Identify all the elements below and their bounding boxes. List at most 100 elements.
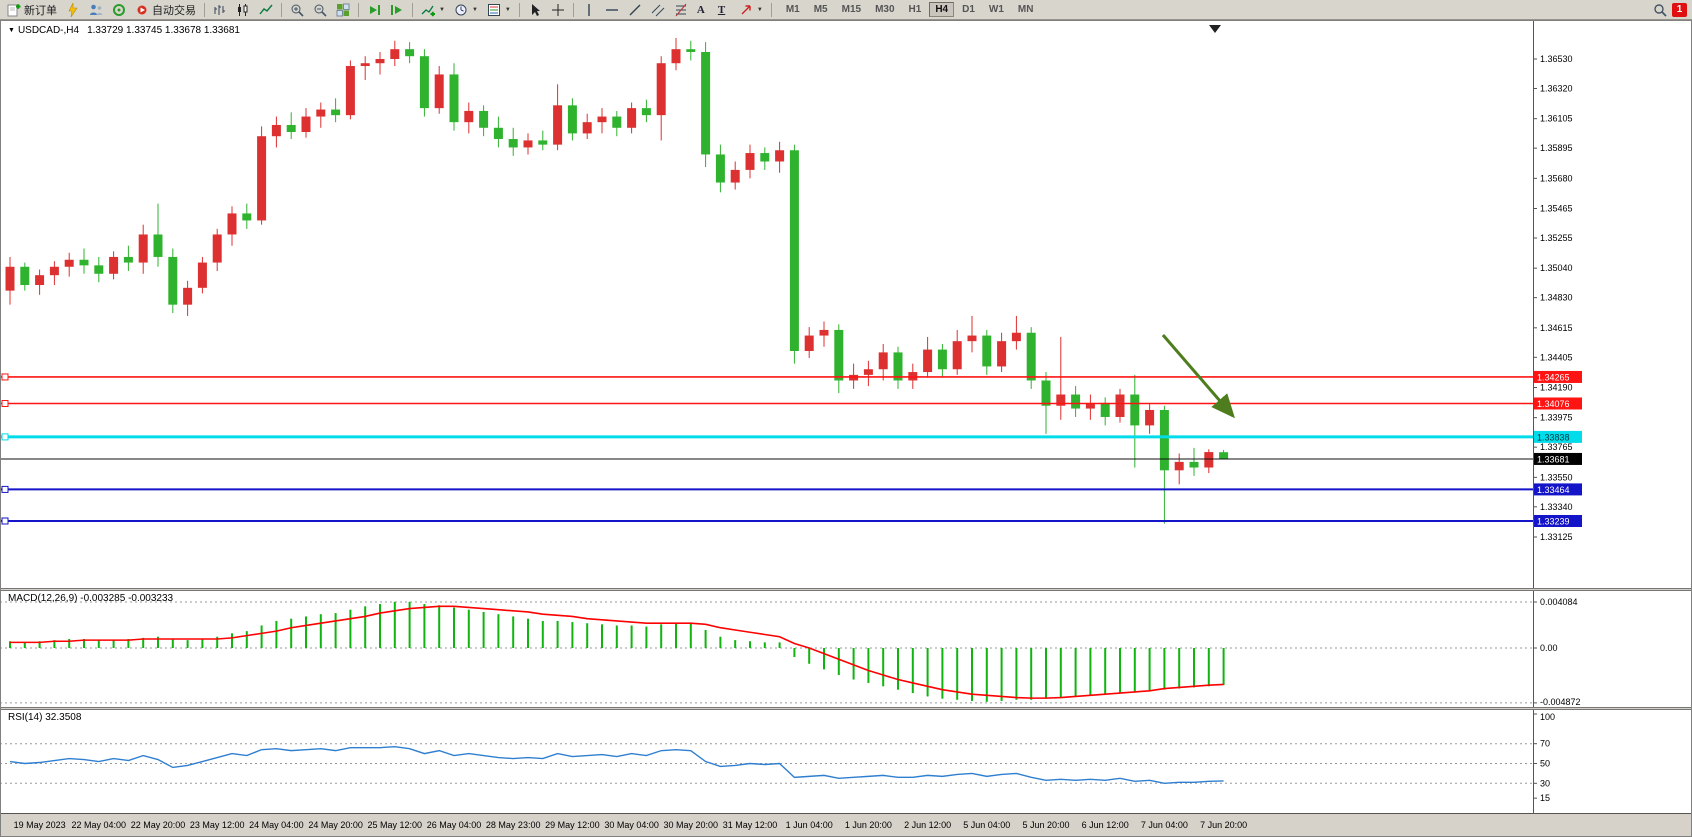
candle-down <box>1130 374 1140 468</box>
macd-panel[interactable]: 0.004084 0.00 -0.004872 <box>0 597 1581 707</box>
candle-down <box>641 99 651 123</box>
arrows-button[interactable]: ▼ <box>735 1 767 19</box>
search-button[interactable] <box>1649 1 1671 19</box>
candle-up <box>1085 394 1095 420</box>
price-badge-text: 1.33838 <box>1537 432 1570 442</box>
fibonacci-button[interactable] <box>670 1 692 19</box>
timeframe-m15-button[interactable]: M15 <box>836 2 867 17</box>
profiles-button[interactable] <box>85 1 107 19</box>
auto-scroll-icon <box>370 4 380 15</box>
zoom-in-button[interactable] <box>286 1 308 19</box>
zoom-out-button[interactable] <box>309 1 331 19</box>
chart-wizard-button[interactable] <box>62 1 84 19</box>
candle-up <box>64 252 74 277</box>
chart-canvas[interactable]: 1.36530 1.36320 1.36105 1.35895 1.35680 1.354… <box>0 20 1692 837</box>
candle-up <box>197 256 207 294</box>
hline-objects[interactable] <box>0 373 1533 525</box>
cursor-button[interactable] <box>524 1 546 19</box>
timeframe-mn-button[interactable]: MN <box>1012 2 1040 17</box>
current-price-badge: 1.33681 <box>1534 452 1582 465</box>
trend-arrow-annotation[interactable] <box>1161 334 1235 419</box>
candle-down <box>789 144 799 364</box>
candle-up <box>878 343 888 381</box>
timeframe-h1-button[interactable]: H1 <box>903 2 928 17</box>
macd-axis-label: -0.004872 <box>1540 697 1581 707</box>
candle-down <box>1189 447 1199 476</box>
indicators-button[interactable]: ▼ <box>417 1 449 19</box>
new-order-button[interactable]: 新订单 <box>3 1 61 19</box>
channel-icon <box>651 4 665 16</box>
line-chart-button[interactable] <box>255 1 277 19</box>
line-handle[interactable] <box>1 485 9 493</box>
line-handle[interactable] <box>1 399 9 407</box>
auto-trading-button[interactable]: 自动交易 <box>131 1 200 19</box>
bar-chart-icon <box>214 4 225 15</box>
price-tick-label: 1.33765 <box>1540 442 1573 452</box>
line-handle[interactable] <box>1 373 9 381</box>
price-tick-label: 1.34190 <box>1540 382 1573 392</box>
vertical-line-button[interactable] <box>578 1 600 19</box>
candle-down <box>94 256 104 283</box>
time-tick-label: 25 May 12:00 <box>368 820 423 830</box>
candle-up <box>952 329 962 375</box>
auto-scroll-button[interactable] <box>363 1 385 19</box>
text-icon: A <box>696 3 705 16</box>
candle-down <box>834 324 844 394</box>
text-label-button[interactable]: T <box>714 1 734 19</box>
timeframe-m1-button[interactable]: M1 <box>780 2 806 17</box>
crosshair-button[interactable] <box>547 1 569 19</box>
text-button[interactable]: A <box>693 1 713 19</box>
timeframe-h4-button[interactable]: H4 <box>929 2 955 17</box>
equidistant-channel-button[interactable] <box>647 1 669 19</box>
chart-shift-marker[interactable] <box>1209 25 1221 33</box>
timeframe-m30-button[interactable]: M30 <box>869 2 900 17</box>
tile-windows-button[interactable] <box>332 1 354 19</box>
horizontal-line-button[interactable] <box>601 1 623 19</box>
macd-axis-label: 0.00 <box>1540 643 1558 653</box>
macd-signal-line <box>10 605 1224 699</box>
candle-up <box>804 327 814 359</box>
time-tick-label: 5 Jun 20:00 <box>1022 820 1069 830</box>
price-tick-label: 1.33975 <box>1540 413 1573 423</box>
chart-shift-button[interactable] <box>386 1 408 19</box>
panel-splitter[interactable] <box>0 707 1692 710</box>
candle-down <box>893 346 903 389</box>
rsi-line <box>9 745 1224 785</box>
panel-splitter[interactable] <box>0 588 1692 591</box>
candle-up <box>863 360 873 387</box>
notification-badge[interactable]: 1 <box>1672 2 1687 17</box>
candle-down <box>686 40 696 61</box>
timeframe-m5-button[interactable]: M5 <box>808 2 834 17</box>
arrow-tool-icon <box>741 4 751 14</box>
new-order-label: 新订单 <box>24 4 57 17</box>
price-tick-label: 1.34405 <box>1540 352 1573 362</box>
timeframe-d1-button[interactable]: D1 <box>956 2 981 17</box>
templates-button[interactable]: ▼ <box>483 1 515 19</box>
candle-down <box>701 42 711 168</box>
timeframe-w1-button[interactable]: W1 <box>983 2 1010 17</box>
candle-up <box>301 108 311 138</box>
line-chart-icon <box>259 4 273 14</box>
trendline-button[interactable] <box>624 1 646 19</box>
auto-trading-label: 自动交易 <box>152 4 196 17</box>
rsi-panel[interactable]: 100 70 50 30 15 <box>0 712 1555 803</box>
time-tick-label: 31 May 12:00 <box>723 820 778 830</box>
zoom-out-icon <box>314 4 327 17</box>
bar-chart-button[interactable] <box>209 1 231 19</box>
candle-down <box>479 105 489 137</box>
time-axis[interactable] <box>0 814 1692 837</box>
candle-up <box>183 280 193 316</box>
candle-up <box>212 228 222 271</box>
price-axis-column[interactable] <box>1534 20 1692 814</box>
line-handle[interactable] <box>1 517 9 525</box>
candle-up <box>775 141 785 173</box>
window-collapse-icon[interactable]: ▼ <box>8 27 15 34</box>
candle-down <box>567 98 577 141</box>
line-handle[interactable] <box>1 433 9 441</box>
periods-button[interactable]: ▼ <box>450 1 482 19</box>
macd-indicator-label: MACD(12,26,9) -0.003285 -0.003233 <box>8 593 174 604</box>
price-badge: 1.34265 <box>1534 370 1582 383</box>
candle-up <box>345 60 355 120</box>
candle-chart-button[interactable] <box>232 1 254 19</box>
market-connect-button[interactable] <box>108 1 130 19</box>
